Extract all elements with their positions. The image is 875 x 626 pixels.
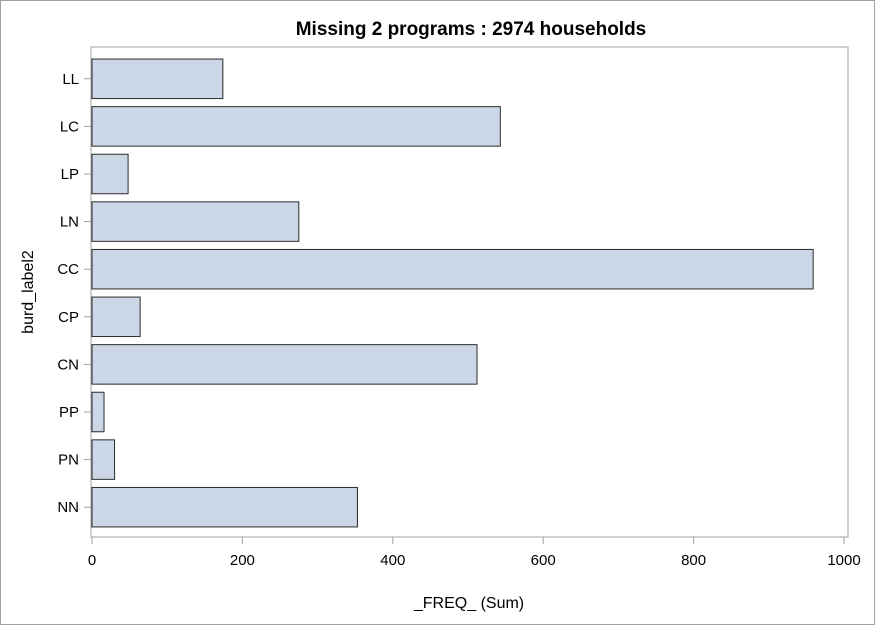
y-tick-label-pn: PN [58,452,79,469]
y-axis-label: burd_label2 [20,250,37,334]
bar-pp [91,391,105,433]
x-tick-label-400: 400 [380,552,405,569]
y-tick-label-lp: LP [61,166,79,183]
bar-lc [91,106,501,147]
y-tick-label-nn: NN [57,499,79,516]
x-tick-label-1000: 1000 [827,552,860,569]
y-tick-label-cc: CC [57,261,79,278]
bar-cp [91,296,141,338]
y-tick-label-ll: LL [62,71,79,88]
bar-lp [91,153,129,195]
x-tick-label-200: 200 [230,552,255,569]
x-tick-label-0: 0 [88,552,96,569]
bar-ln [91,201,300,242]
bar-ll [91,58,224,100]
y-tick-label-cp: CP [58,309,79,326]
y-axis: LL LC LP LN CC CP CN PP PN NN [57,47,92,537]
bars-layer [91,58,814,528]
x-tick-label-600: 600 [531,552,556,569]
y-tick-label-lc: LC [60,118,79,135]
x-tick-label-800: 800 [681,552,706,569]
bar-cc [91,248,814,290]
bar-nn [91,486,358,528]
bar-pn [91,439,116,480]
y-tick-label-pp: PP [59,404,79,421]
chart-title: Missing 2 programs : 2974 households [296,19,647,40]
x-axis: 0 200 400 600 800 1000 [88,536,861,569]
x-axis-label: _FREQ_ (Sum) [413,595,524,612]
bar-cn [91,344,478,385]
y-tick-label-cn: CN [57,356,79,373]
y-tick-label-ln: LN [60,214,79,231]
